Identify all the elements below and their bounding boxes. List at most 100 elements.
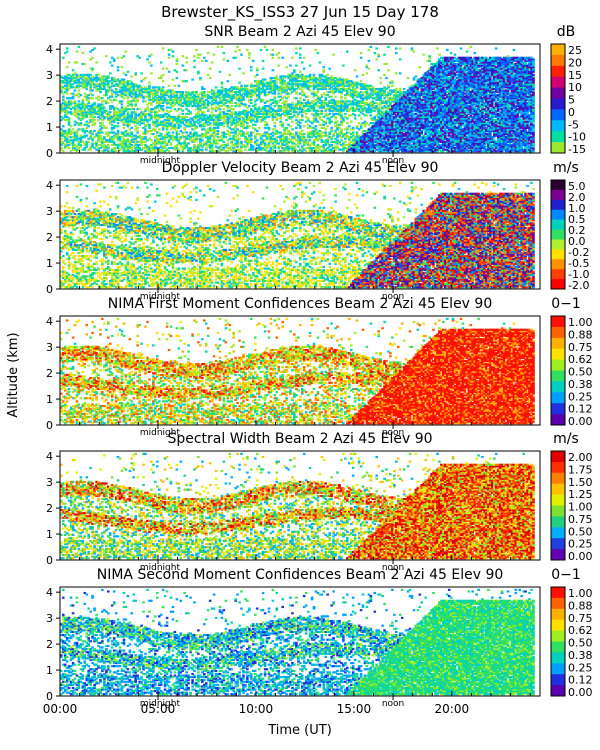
heatmap-cell [140, 89, 143, 92]
heatmap-cell [110, 105, 114, 108]
heatmap-cell [206, 117, 210, 120]
heatmap-cell [398, 100, 402, 103]
heatmap-cell [156, 120, 159, 123]
heatmap-cell [306, 119, 310, 122]
heatmap-cell [216, 123, 220, 126]
heatmap-cell [238, 114, 241, 117]
heatmap-cell [91, 111, 94, 114]
heatmap-cell [103, 150, 106, 153]
heatmap-cell [85, 123, 89, 126]
heatmap-cell [210, 128, 214, 131]
heatmap-cell [246, 143, 249, 147]
heatmap-cell [391, 150, 394, 153]
heatmap-cell [299, 126, 302, 129]
heatmap-cell [103, 78, 106, 81]
heatmap-cell [107, 114, 110, 117]
heatmap-cell [79, 77, 83, 80]
heatmap-cell [252, 126, 255, 129]
heatmap-cell [400, 136, 404, 139]
heatmap-cell [203, 122, 206, 125]
heatmap-cell [398, 143, 402, 147]
heatmap-cell [330, 105, 333, 108]
heatmap-cell [89, 89, 92, 92]
heatmap-cell [336, 128, 339, 131]
heatmap-cell [328, 108, 331, 111]
heatmap-cell [242, 117, 245, 120]
heatmap-cell [367, 109, 371, 112]
heatmap-cell [293, 89, 296, 92]
heatmap-cell [220, 134, 224, 137]
heatmap-cell [75, 137, 79, 140]
heatmap-cell [297, 73, 300, 76]
heatmap-cell [224, 143, 228, 147]
heatmap-cell [195, 91, 198, 94]
heatmap-cell [395, 145, 398, 148]
heatmap-cell [324, 97, 328, 100]
heatmap-cell [387, 91, 390, 94]
heatmap-cell [187, 137, 190, 140]
heatmap-cell [122, 134, 126, 137]
heatmap-cell [99, 122, 102, 125]
heatmap-cell [138, 112, 141, 115]
heatmap-cell [250, 134, 253, 137]
heatmap-cell [340, 91, 343, 94]
heatmap-cell [203, 91, 206, 94]
heatmap-cell [402, 133, 406, 136]
heatmap-cell [379, 131, 382, 134]
heatmap-cell [387, 142, 390, 145]
heatmap-cell [283, 143, 286, 147]
heatmap-cell [334, 80, 337, 83]
heatmap-cell [277, 56, 281, 59]
heatmap-cell [177, 123, 181, 126]
heatmap-cell [175, 148, 179, 151]
heatmap-cell [306, 131, 310, 134]
heatmap-cell [232, 87, 235, 91]
heatmap-cell [297, 136, 300, 139]
heatmap-cell [212, 98, 216, 101]
heatmap-cell [269, 91, 273, 94]
heatmap-cell [112, 140, 116, 143]
heatmap-cell [346, 122, 349, 125]
heatmap-cell [73, 72, 77, 75]
heatmap-cell [126, 100, 130, 103]
heatmap-cell [228, 100, 232, 103]
heatmap-cell [265, 105, 269, 108]
heatmap-cell [165, 134, 169, 137]
heatmap-cell [81, 129, 85, 133]
heatmap-cell [112, 148, 116, 151]
heatmap-cell [220, 101, 224, 105]
heatmap-cell [163, 125, 167, 128]
heatmap-cell [130, 143, 134, 147]
heatmap-cell [379, 95, 382, 98]
heatmap-cell [210, 92, 214, 95]
heatmap-cell [404, 112, 408, 115]
heatmap-cell [279, 120, 282, 123]
heatmap-cell [350, 103, 353, 106]
heatmap-cell [279, 150, 282, 153]
heatmap-cell [306, 117, 310, 120]
heatmap-cell [169, 115, 173, 119]
heatmap-cell [283, 150, 286, 153]
heatmap-cell [351, 81, 355, 84]
heatmap-cell [304, 112, 308, 115]
heatmap-cell [330, 78, 333, 81]
heatmap-cell [181, 97, 185, 100]
heatmap-cell [95, 61, 98, 64]
heatmap-cell [367, 128, 371, 131]
heatmap-cell [201, 123, 204, 126]
heatmap-cell [255, 98, 259, 101]
heatmap-cell [291, 147, 294, 150]
heatmap-cell [224, 136, 228, 139]
heatmap-cell [118, 89, 122, 92]
heatmap-cell [60, 119, 63, 122]
heatmap-cell [398, 137, 402, 140]
heatmap-cell [310, 150, 314, 153]
heatmap-cell [81, 98, 85, 101]
heatmap-cell [353, 91, 357, 94]
heatmap-cell [320, 105, 324, 108]
heatmap-cell [112, 77, 116, 80]
heatmap-cell [206, 139, 210, 142]
heatmap-cell [373, 109, 377, 112]
heatmap-cell [224, 150, 228, 153]
heatmap-cell [250, 112, 253, 115]
